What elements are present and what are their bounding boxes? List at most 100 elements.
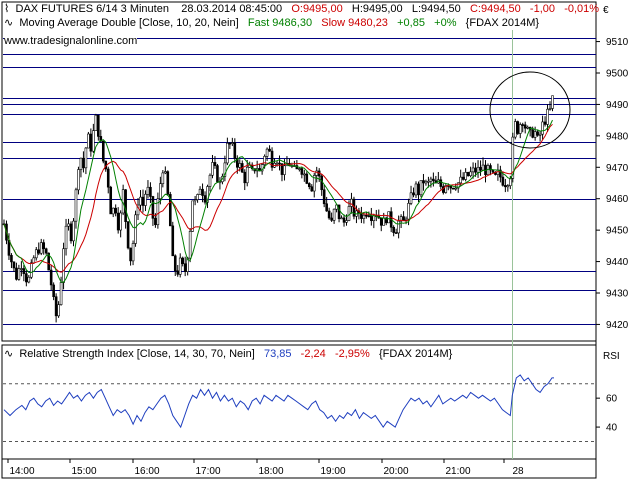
candle-body xyxy=(216,165,219,183)
candle-body xyxy=(211,162,214,176)
candle-body xyxy=(37,249,41,254)
price-tick-label: 9440 xyxy=(606,257,629,268)
slow-ma-line xyxy=(3,123,553,273)
price-tick-label: 9510 xyxy=(606,37,629,48)
candle-body xyxy=(330,217,333,221)
candle-body xyxy=(245,166,249,184)
candle-body xyxy=(223,162,227,177)
candle-body xyxy=(124,189,127,222)
candle-body xyxy=(409,192,413,204)
candle-body xyxy=(42,242,46,250)
rsi-tick-label: 60 xyxy=(606,394,618,405)
candle-body xyxy=(10,255,13,263)
candle-body xyxy=(523,124,527,129)
candle-body xyxy=(243,171,247,184)
candle-body xyxy=(407,203,410,220)
price-tick-label: 9450 xyxy=(606,226,629,237)
candle-body xyxy=(479,166,482,171)
candle-body xyxy=(173,255,177,272)
candle-body xyxy=(449,186,453,189)
candle-body xyxy=(325,203,328,212)
candle-body xyxy=(74,189,78,222)
candle-body xyxy=(236,158,239,168)
candle-body xyxy=(511,136,515,179)
ma-diff: +0,85 xyxy=(397,17,425,29)
highlight-circle xyxy=(489,71,571,149)
candle-body xyxy=(231,142,234,144)
ma-header: ∿ Moving Average Double [Close, 10, 20, … xyxy=(4,17,539,30)
candle-body xyxy=(384,217,388,224)
candle-body xyxy=(69,223,73,242)
time-tick-label: 21:00 xyxy=(445,466,470,477)
candle-body xyxy=(526,126,529,129)
candle-body xyxy=(476,166,480,173)
candle-body xyxy=(27,276,31,283)
candle-body xyxy=(322,189,326,205)
candle-body xyxy=(12,261,16,269)
candle-body xyxy=(201,188,204,196)
candle-body xyxy=(97,114,100,137)
rsi-line xyxy=(3,374,554,429)
price-tick-label: 9490 xyxy=(606,100,629,111)
rsi-change: -2,24 xyxy=(300,348,326,360)
ma-fast-value: Fast 9486,30 xyxy=(247,17,313,29)
candle-body xyxy=(278,162,281,165)
candle-body xyxy=(429,178,433,182)
candle-body xyxy=(92,130,95,152)
candle-body xyxy=(412,192,415,196)
candle-body xyxy=(206,186,209,203)
candle-body xyxy=(72,220,75,242)
ohlc-high: H:9495,00 xyxy=(351,3,403,15)
candle-body xyxy=(320,175,323,191)
candle-body xyxy=(171,225,175,257)
candle-body xyxy=(424,180,428,184)
candle-body xyxy=(307,183,311,187)
candle-body xyxy=(146,186,150,195)
candle-body xyxy=(196,194,199,200)
ohlc-pct: -0,01% xyxy=(564,3,600,15)
candle-body xyxy=(300,168,304,175)
candle-body xyxy=(464,172,467,180)
candle-body xyxy=(504,185,507,188)
candle-body xyxy=(280,163,284,175)
currency-label: € xyxy=(603,5,609,16)
chart-icon: ⌇ xyxy=(4,3,13,15)
candle-body xyxy=(84,147,88,169)
fast-ma-line xyxy=(3,119,553,283)
candle-body xyxy=(20,268,23,270)
candle-body xyxy=(402,216,405,221)
candle-body xyxy=(54,296,58,317)
candle-body xyxy=(151,196,155,219)
candle-body xyxy=(312,175,316,192)
candle-body xyxy=(275,162,279,165)
candle-body xyxy=(310,186,314,192)
rsi-tick-label: 40 xyxy=(606,423,618,434)
candle-body xyxy=(77,169,80,191)
candle-body xyxy=(340,217,343,220)
candle-body xyxy=(499,169,502,178)
candle-body xyxy=(166,171,170,195)
price-tick-label: 9500 xyxy=(606,69,629,80)
candle-body xyxy=(350,198,353,207)
candle-body xyxy=(106,168,110,188)
candle-body xyxy=(469,171,472,177)
candle-body xyxy=(139,196,142,206)
candle-body xyxy=(491,169,495,173)
candle-body xyxy=(156,198,160,226)
candle-body xyxy=(62,248,65,283)
candle-body xyxy=(459,176,462,184)
fast-ma-path xyxy=(3,119,553,283)
candle-body xyxy=(114,207,117,214)
candle-body xyxy=(466,172,470,177)
time-tick-label: 15:00 xyxy=(71,466,96,477)
candle-body xyxy=(345,220,348,223)
candle-body xyxy=(161,172,165,185)
ohlc-open: O:9495,00 xyxy=(291,3,343,15)
candle-body xyxy=(337,204,341,220)
candle-body xyxy=(129,247,132,262)
candle-body xyxy=(22,268,26,274)
candle-body xyxy=(365,214,368,217)
candle-body xyxy=(30,262,33,278)
price-axis-ticks: 9420 9430 9440 9450 9460 9470 9480 9490 9500 9510 xyxy=(596,37,629,331)
candle-body xyxy=(521,124,525,126)
